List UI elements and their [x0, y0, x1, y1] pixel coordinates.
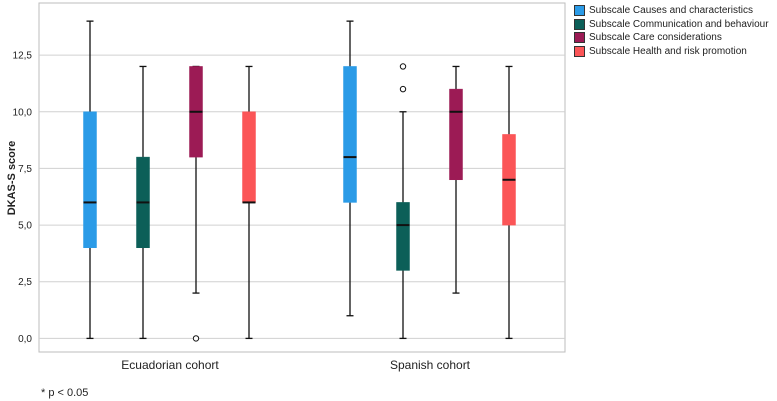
legend-label: Subscale Communication and behaviour	[589, 18, 769, 30]
y-tick-label: 5,0	[18, 221, 32, 232]
x-category-label: Spanish cohort	[390, 358, 471, 372]
outlier-point	[399, 85, 407, 93]
y-tick-label: 2,5	[18, 277, 32, 288]
legend-label: Subscale Care considerations	[589, 32, 722, 44]
footnote: * p < 0.05	[41, 387, 89, 399]
y-tick-label: 0,0	[18, 334, 32, 345]
y-tick-label: 10,0	[13, 107, 33, 118]
box-2-0	[189, 65, 203, 342]
legend-swatch	[574, 5, 585, 17]
outlier-point	[192, 335, 200, 342]
grid-lines	[39, 54, 565, 339]
iqr-box	[449, 88, 463, 181]
y-tick-label: 12,5	[13, 51, 33, 62]
legend-item: Subscale Causes and characteristics	[574, 4, 769, 18]
box-1-1	[396, 63, 410, 340]
iqr-box	[242, 111, 256, 203]
iqr-box	[343, 66, 357, 203]
iqr-box	[83, 111, 97, 249]
box-1-0	[136, 65, 150, 340]
box-2-1	[449, 65, 463, 294]
y-axis-ticks: 0,0 2,5 5,0 7,5 10,0 12,5	[13, 51, 33, 345]
legend-swatch	[574, 32, 585, 44]
plot-area	[38, 2, 566, 353]
legend-swatch	[574, 18, 585, 30]
iqr-box	[396, 202, 410, 271]
legend-item: Subscale Communication and behaviour	[574, 18, 769, 32]
legend: Subscale Causes and characteristics Subsc…	[574, 4, 769, 58]
legend-item: Subscale Care considerations	[574, 31, 769, 45]
legend-label: Subscale Causes and characteristics	[589, 5, 753, 17]
legend-swatch	[574, 45, 585, 57]
x-axis-labels: Ecuadorian cohort Spanish cohort	[121, 358, 470, 372]
box-3-0	[242, 65, 256, 340]
y-tick-label: 7,5	[18, 164, 32, 175]
legend-label: Subscale Health and risk promotion	[589, 45, 747, 57]
y-axis-label: DKAS-S score	[6, 141, 18, 216]
box-0-0	[83, 20, 97, 340]
legend-item: Subscale Health and risk promotion	[574, 45, 769, 59]
box-0-1	[343, 20, 357, 317]
box-3-1	[502, 65, 516, 340]
outlier-point	[399, 63, 407, 70]
box-series	[83, 20, 516, 342]
x-category-label: Ecuadorian cohort	[121, 358, 219, 372]
